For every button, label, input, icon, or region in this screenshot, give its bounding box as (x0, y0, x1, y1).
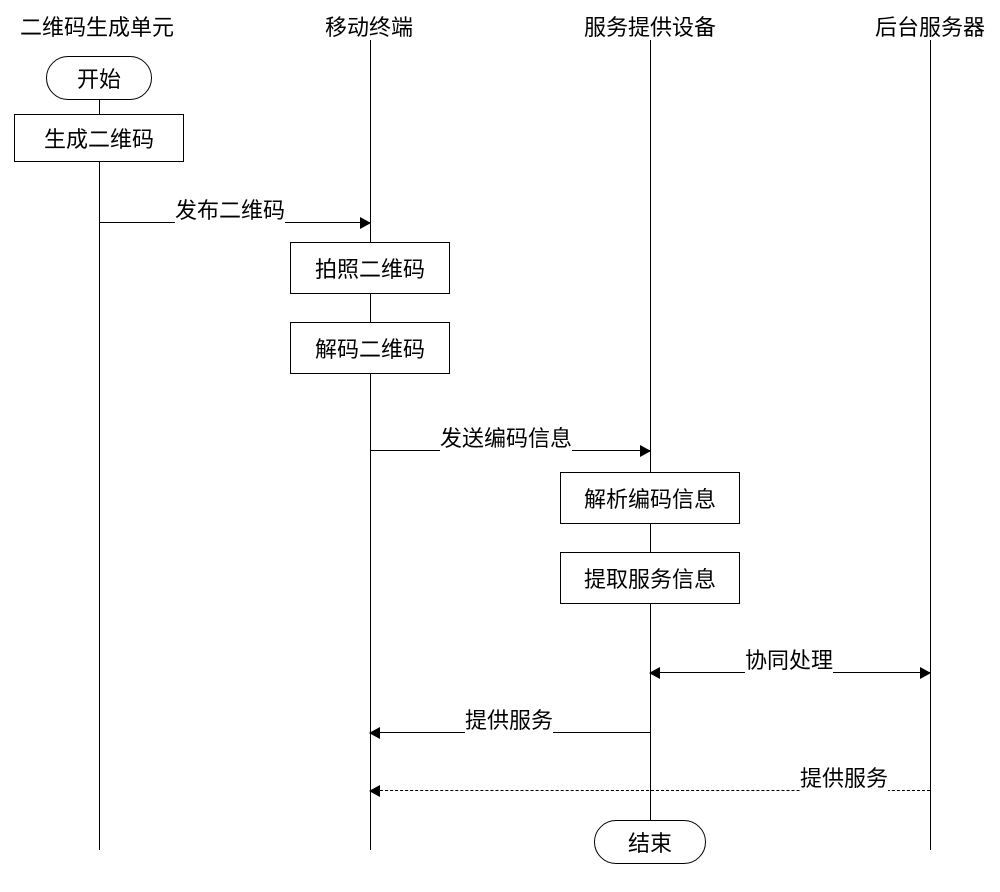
activity-parse: 解析编码信息 (560, 472, 740, 524)
activity-shoot-qr-label: 拍照二维码 (315, 252, 425, 284)
activity-extract-label: 提取服务信息 (584, 562, 716, 594)
start-terminal: 开始 (46, 56, 152, 100)
participant-backend: 后台服务器 (875, 10, 985, 42)
lifeline-backend (930, 40, 931, 850)
msg-send-enc-label: 发送编码信息 (440, 421, 572, 453)
end-label: 结束 (628, 826, 672, 858)
participant-provider: 服务提供设备 (584, 10, 716, 42)
activity-gen-qr-label: 生成二维码 (44, 122, 154, 154)
start-label: 开始 (77, 62, 121, 94)
participant-qr-gen: 二维码生成单元 (20, 10, 174, 42)
msg-publish-label: 发布二维码 (175, 193, 285, 225)
lifeline-provider (650, 40, 651, 820)
participant-mobile: 移动终端 (325, 10, 413, 42)
msg-collab-label: 协同处理 (745, 643, 833, 675)
msg-serve2-label: 提供服务 (800, 761, 888, 793)
msg-serve1-label: 提供服务 (465, 703, 553, 735)
activity-decode-qr-label: 解码二维码 (315, 332, 425, 364)
activity-decode-qr: 解码二维码 (290, 322, 450, 374)
end-terminal: 结束 (594, 820, 706, 864)
activity-extract: 提取服务信息 (560, 552, 740, 604)
lifeline-qr-gen (99, 100, 100, 850)
activity-shoot-qr: 拍照二维码 (290, 242, 450, 294)
activity-parse-label: 解析编码信息 (584, 482, 716, 514)
activity-gen-qr: 生成二维码 (14, 114, 184, 162)
